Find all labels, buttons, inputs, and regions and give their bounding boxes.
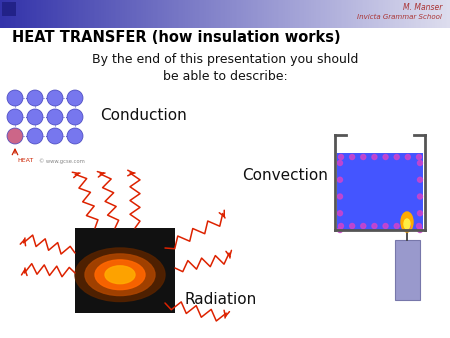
Circle shape bbox=[7, 90, 23, 106]
Text: By the end of this presentation you should
be able to describe:: By the end of this presentation you shou… bbox=[92, 52, 358, 83]
Circle shape bbox=[67, 109, 83, 125]
Circle shape bbox=[418, 211, 423, 216]
Text: M. Manser: M. Manser bbox=[403, 3, 442, 13]
Circle shape bbox=[418, 194, 423, 199]
Circle shape bbox=[361, 223, 366, 228]
Circle shape bbox=[417, 154, 422, 160]
Circle shape bbox=[361, 154, 366, 160]
Circle shape bbox=[394, 223, 399, 228]
Circle shape bbox=[418, 177, 423, 182]
Text: HEAT TRANSFER (how insulation works): HEAT TRANSFER (how insulation works) bbox=[12, 30, 341, 46]
Bar bbox=[395, 240, 420, 300]
Text: Radiation: Radiation bbox=[185, 292, 257, 308]
Text: © www.gcse.com: © www.gcse.com bbox=[39, 158, 85, 164]
Circle shape bbox=[417, 223, 422, 228]
Circle shape bbox=[350, 223, 355, 228]
Circle shape bbox=[372, 154, 377, 160]
Circle shape bbox=[383, 223, 388, 228]
Circle shape bbox=[338, 223, 343, 228]
Text: HEAT: HEAT bbox=[17, 158, 33, 163]
Ellipse shape bbox=[401, 212, 413, 232]
Ellipse shape bbox=[75, 248, 165, 301]
Circle shape bbox=[338, 154, 343, 160]
Circle shape bbox=[47, 109, 63, 125]
Circle shape bbox=[338, 161, 342, 166]
Circle shape bbox=[338, 194, 342, 199]
Circle shape bbox=[338, 227, 342, 233]
Circle shape bbox=[7, 128, 23, 144]
Ellipse shape bbox=[85, 254, 155, 295]
Circle shape bbox=[338, 177, 342, 182]
Text: Conduction: Conduction bbox=[100, 107, 187, 122]
Circle shape bbox=[405, 154, 410, 160]
Circle shape bbox=[350, 154, 355, 160]
Circle shape bbox=[27, 128, 43, 144]
Ellipse shape bbox=[105, 266, 135, 284]
Ellipse shape bbox=[95, 260, 145, 290]
Circle shape bbox=[27, 90, 43, 106]
Circle shape bbox=[7, 109, 23, 125]
Circle shape bbox=[418, 161, 423, 166]
Circle shape bbox=[47, 128, 63, 144]
Circle shape bbox=[372, 223, 377, 228]
Text: Convection: Convection bbox=[242, 168, 328, 183]
Bar bbox=[337, 153, 423, 230]
Circle shape bbox=[47, 90, 63, 106]
Circle shape bbox=[405, 223, 410, 228]
Circle shape bbox=[383, 154, 388, 160]
Bar bbox=[2, 2, 16, 16]
Circle shape bbox=[67, 90, 83, 106]
Text: Invicta Grammar School: Invicta Grammar School bbox=[357, 14, 442, 20]
Bar bbox=[75, 228, 175, 313]
Circle shape bbox=[418, 227, 423, 233]
Circle shape bbox=[27, 109, 43, 125]
Circle shape bbox=[338, 211, 342, 216]
Circle shape bbox=[394, 154, 399, 160]
Ellipse shape bbox=[404, 219, 410, 229]
Circle shape bbox=[67, 128, 83, 144]
